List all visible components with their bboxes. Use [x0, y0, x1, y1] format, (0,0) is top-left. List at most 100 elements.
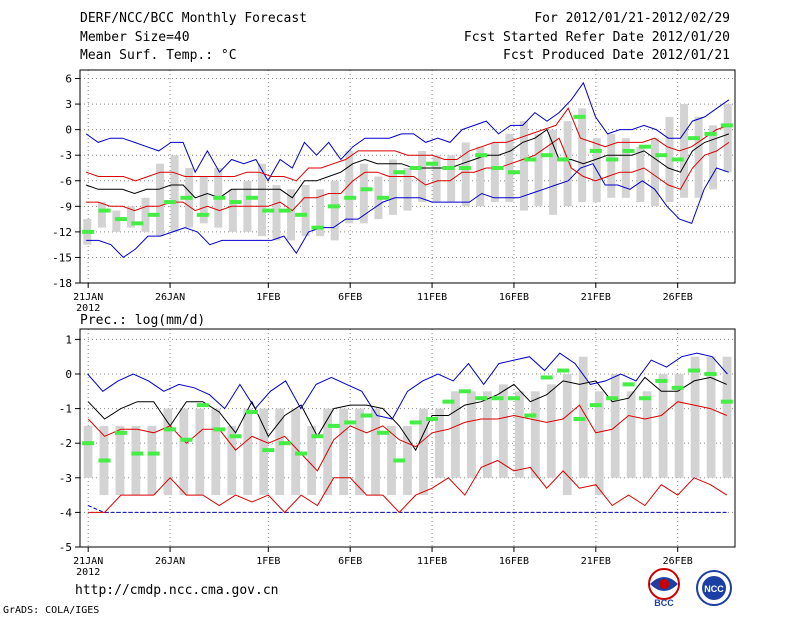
prec-ensemble-box	[419, 408, 428, 496]
prec-ensemble-box	[546, 384, 556, 478]
prec-ensemble-box	[83, 425, 93, 478]
temp-ensemble-box	[170, 155, 179, 232]
prec-frame	[79, 328, 736, 548]
temp-observed-marker	[573, 114, 586, 119]
temp-ytick-label: -3	[59, 149, 72, 162]
start-ref-date: Fcst Started Refer Date 2012/01/20	[463, 30, 730, 45]
temp-ensemble-box	[563, 121, 572, 207]
grads-credit: GrADS: COLA/IGES	[3, 605, 100, 616]
prec-ensemble-box	[147, 425, 157, 496]
temp-observed-marker	[114, 217, 127, 222]
prec-observed-marker	[573, 416, 586, 421]
temp-ensemble-box	[578, 108, 587, 203]
prec-xtick-label: 16FEB	[499, 556, 529, 567]
prec-observed-marker	[589, 403, 602, 408]
prec-ensemble-box	[387, 425, 396, 496]
prec-ensemble-box	[403, 425, 412, 496]
prec-ensemble-box	[275, 408, 285, 496]
prec-xtick-label: 6FEB	[338, 556, 362, 567]
temp-observed-marker	[213, 195, 226, 200]
temp-ensemble-box	[345, 150, 354, 224]
temp-observed-marker	[278, 208, 291, 213]
temp-observed-marker	[147, 212, 160, 217]
prec-ensemble-box	[227, 425, 237, 496]
temp-observed-marker	[131, 221, 144, 226]
temp-observed-marker	[606, 157, 619, 162]
prec-ensemble-box	[451, 391, 460, 478]
prec-ensemble-box	[690, 356, 700, 478]
temp-observed-marker	[376, 195, 389, 200]
prec-observed-marker	[229, 434, 242, 439]
temp-ytick-label: 6	[65, 73, 72, 86]
temp-ensemble-box	[534, 133, 543, 207]
prec-ensemble-box	[467, 391, 476, 478]
temp-ensemble-box	[316, 189, 325, 237]
prec-observed-marker	[606, 396, 619, 401]
temp-observed-marker	[720, 123, 733, 128]
prec-ensemble-box	[307, 425, 317, 496]
prec-spread-lower-red-line	[87, 401, 727, 472]
prec-xtick-sublabel: 2012	[76, 567, 100, 578]
prec-ensemble-max-line	[87, 352, 728, 420]
prec-observed-marker	[376, 430, 389, 435]
prec-spread-upper-line	[87, 376, 727, 452]
member-size: Member Size=40	[80, 30, 190, 45]
prec-panel-title: Prec.: log(mm/d)	[80, 313, 205, 328]
temp-ensemble-box	[476, 146, 485, 207]
prec-spread-bottom-red-line	[88, 459, 728, 514]
temp-ensemble-box	[636, 146, 645, 203]
prec-observed-marker	[344, 420, 357, 425]
temp-observed-marker	[196, 212, 209, 217]
temp-spread-lower-line	[86, 137, 730, 212]
temp-xtick-label: 26FEB	[663, 292, 693, 303]
temp-xtick-sublabel: 2012	[76, 303, 100, 314]
temp-observed-marker	[409, 165, 422, 170]
temp-ensemble-box	[432, 155, 441, 203]
prec-observed-marker	[622, 382, 635, 387]
temp-observed-marker	[475, 153, 488, 158]
prec-observed-marker	[557, 368, 570, 373]
temp-ensemble-max-line	[85, 81, 730, 182]
temp-observed-marker	[229, 200, 242, 205]
temp-ensemble-box	[359, 163, 368, 224]
temp-ensemble-box	[388, 159, 397, 215]
prec-observed-marker	[131, 451, 144, 456]
prec-observed-marker	[262, 448, 275, 453]
prec-observed-marker	[114, 430, 127, 435]
temp-observed-marker	[311, 225, 324, 230]
temp-observed-marker	[344, 195, 357, 200]
temp-xtick-label: 26JAN	[155, 292, 185, 303]
temp-ytick-label: -18	[52, 277, 72, 290]
prec-observed-marker	[491, 396, 504, 401]
temp-ytick-label: -6	[59, 175, 72, 188]
prec-ensemble-box	[339, 408, 348, 496]
prec-ensemble-box	[131, 425, 141, 496]
prec-ensemble-box	[179, 408, 189, 496]
prec-ensemble-box	[594, 391, 604, 496]
prec-ensemble-box	[498, 384, 508, 478]
temp-observed-marker	[655, 153, 668, 158]
prec-ensemble-box	[674, 373, 684, 478]
temp-observed-marker	[671, 157, 684, 162]
temp-observed-marker	[164, 200, 177, 205]
temp-observed-marker	[688, 136, 701, 141]
temp-ytick-label: -12	[52, 226, 72, 239]
temp-ensemble-box	[301, 185, 310, 237]
temp-observed-marker	[589, 148, 602, 153]
prec-observed-marker	[458, 389, 471, 394]
prec-ytick-label: 1	[65, 333, 72, 346]
temp-ensemble-box	[97, 202, 106, 228]
prec-ensemble-min-line	[87, 505, 727, 513]
temp-observed-marker	[327, 204, 340, 209]
source-url[interactable]: http://cmdp.ncc.cma.gov.cn	[75, 583, 279, 598]
prec-ensemble-box	[371, 408, 380, 496]
temp-ensemble-box	[403, 167, 412, 211]
prec-ytick-label: -1	[59, 403, 72, 416]
prec-xtick-label: 1FEB	[256, 556, 280, 567]
prec-observed-marker	[688, 368, 701, 373]
temp-ensemble-box	[665, 116, 674, 203]
prec-observed-marker	[540, 375, 553, 380]
temp-ensemble-box	[272, 185, 281, 241]
prec-observed-marker	[524, 413, 537, 418]
